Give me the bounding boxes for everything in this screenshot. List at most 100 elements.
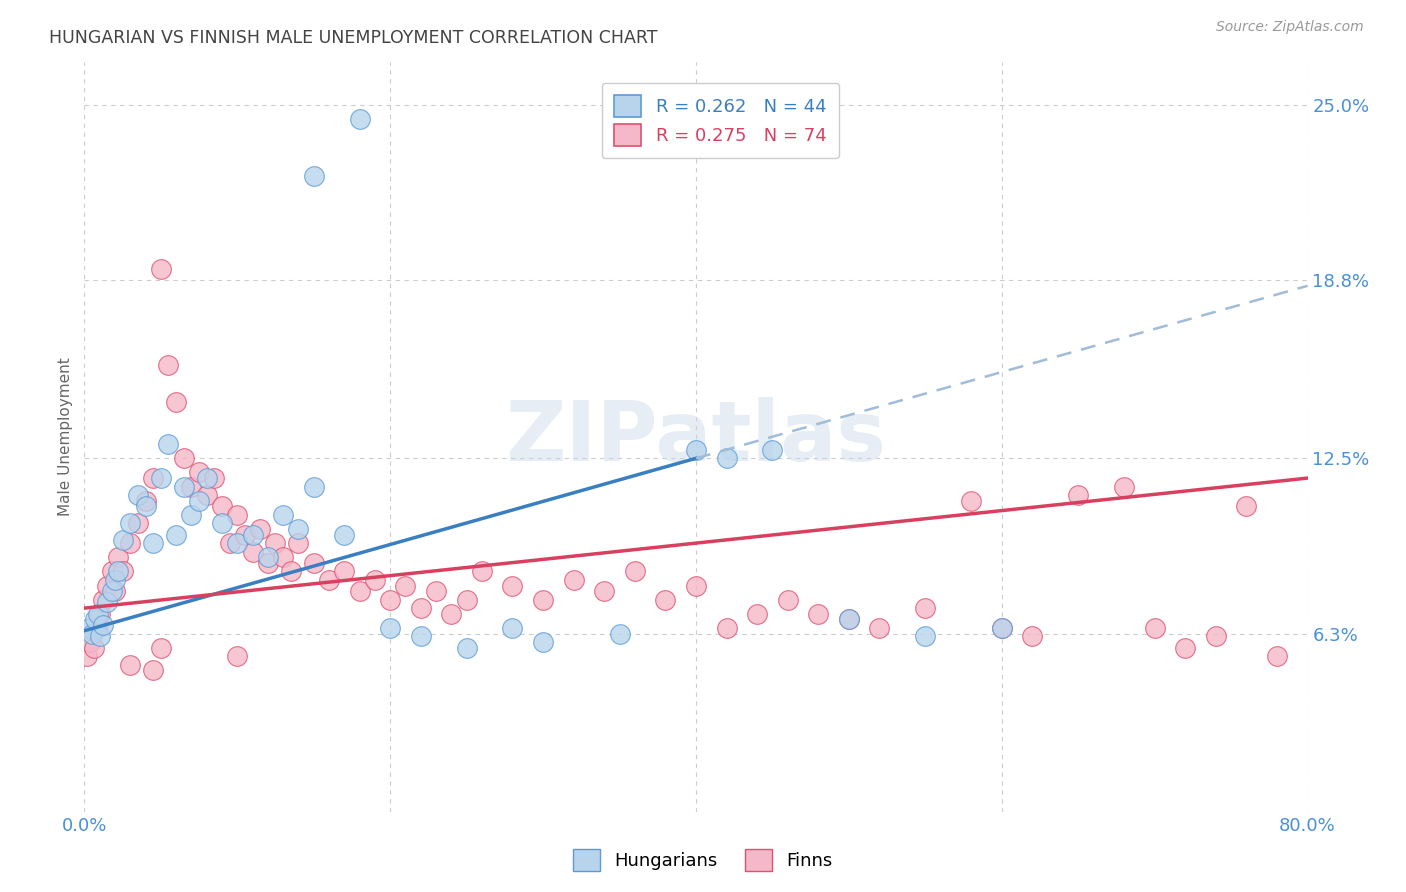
Point <box>531 592 554 607</box>
Point <box>562 573 585 587</box>
Point <box>1236 500 1258 514</box>
Point <box>157 358 180 372</box>
Point <box>593 584 616 599</box>
Point <box>716 451 738 466</box>
Point <box>104 584 127 599</box>
Point <box>86 621 108 635</box>
Point <box>747 607 769 621</box>
Point <box>142 471 165 485</box>
Point <box>456 640 478 655</box>
Point <box>364 573 387 587</box>
Point <box>89 607 111 621</box>
Legend: R = 0.262   N = 44, R = 0.275   N = 74: R = 0.262 N = 44, R = 0.275 N = 74 <box>602 83 839 159</box>
Point <box>991 621 1014 635</box>
Point <box>257 550 280 565</box>
Text: Source: ZipAtlas.com: Source: ZipAtlas.com <box>1216 20 1364 34</box>
Point <box>425 584 447 599</box>
Point <box>91 618 114 632</box>
Point <box>120 536 142 550</box>
Point <box>1021 629 1043 643</box>
Point <box>226 536 249 550</box>
Y-axis label: Male Unemployment: Male Unemployment <box>58 358 73 516</box>
Point <box>149 471 172 485</box>
Point <box>654 592 676 607</box>
Point <box>1205 629 1227 643</box>
Point <box>271 508 294 522</box>
Point <box>104 573 127 587</box>
Point <box>624 565 647 579</box>
Point <box>609 626 631 640</box>
Point <box>1174 640 1197 655</box>
Point <box>195 471 218 485</box>
Point <box>96 578 118 592</box>
Point <box>218 536 240 550</box>
Point <box>84 612 107 626</box>
Point <box>165 527 187 541</box>
Point <box>380 621 402 635</box>
Point <box>869 621 891 635</box>
Point <box>302 479 325 493</box>
Point <box>287 536 309 550</box>
Point <box>111 533 134 548</box>
Point <box>83 640 105 655</box>
Point <box>173 451 195 466</box>
Point <box>101 565 124 579</box>
Point <box>914 629 936 643</box>
Text: ZIPatlas: ZIPatlas <box>506 397 886 477</box>
Point <box>107 565 129 579</box>
Point <box>807 607 830 621</box>
Point <box>914 601 936 615</box>
Point <box>142 664 165 678</box>
Point <box>456 592 478 607</box>
Point <box>87 607 110 621</box>
Point <box>195 488 218 502</box>
Point <box>101 584 124 599</box>
Point <box>233 527 256 541</box>
Point <box>157 437 180 451</box>
Point <box>409 601 432 615</box>
Point <box>1114 479 1136 493</box>
Point <box>91 592 114 607</box>
Point <box>180 508 202 522</box>
Point <box>211 500 233 514</box>
Point <box>173 479 195 493</box>
Point <box>1143 621 1166 635</box>
Point <box>80 626 103 640</box>
Point <box>96 595 118 609</box>
Point <box>242 527 264 541</box>
Point <box>107 550 129 565</box>
Text: HUNGARIAN VS FINNISH MALE UNEMPLOYMENT CORRELATION CHART: HUNGARIAN VS FINNISH MALE UNEMPLOYMENT C… <box>49 29 658 46</box>
Point <box>302 556 325 570</box>
Point <box>838 612 860 626</box>
Point <box>76 649 98 664</box>
Point <box>111 565 134 579</box>
Point <box>991 621 1014 635</box>
Point <box>226 508 249 522</box>
Point <box>257 556 280 570</box>
Point <box>120 516 142 531</box>
Point <box>135 500 157 514</box>
Point <box>202 471 225 485</box>
Point <box>333 565 356 579</box>
Point <box>120 657 142 672</box>
Point <box>318 573 340 587</box>
Point <box>271 550 294 565</box>
Point <box>349 112 371 126</box>
Point <box>471 565 494 579</box>
Point <box>149 261 172 276</box>
Point <box>89 629 111 643</box>
Point <box>280 565 302 579</box>
Point <box>127 488 149 502</box>
Point <box>287 522 309 536</box>
Legend: Hungarians, Finns: Hungarians, Finns <box>567 842 839 879</box>
Point <box>188 466 211 480</box>
Point <box>249 522 271 536</box>
Point <box>716 621 738 635</box>
Point <box>531 635 554 649</box>
Point <box>776 592 799 607</box>
Point <box>838 612 860 626</box>
Point <box>142 536 165 550</box>
Point <box>333 527 356 541</box>
Point <box>264 536 287 550</box>
Point <box>165 394 187 409</box>
